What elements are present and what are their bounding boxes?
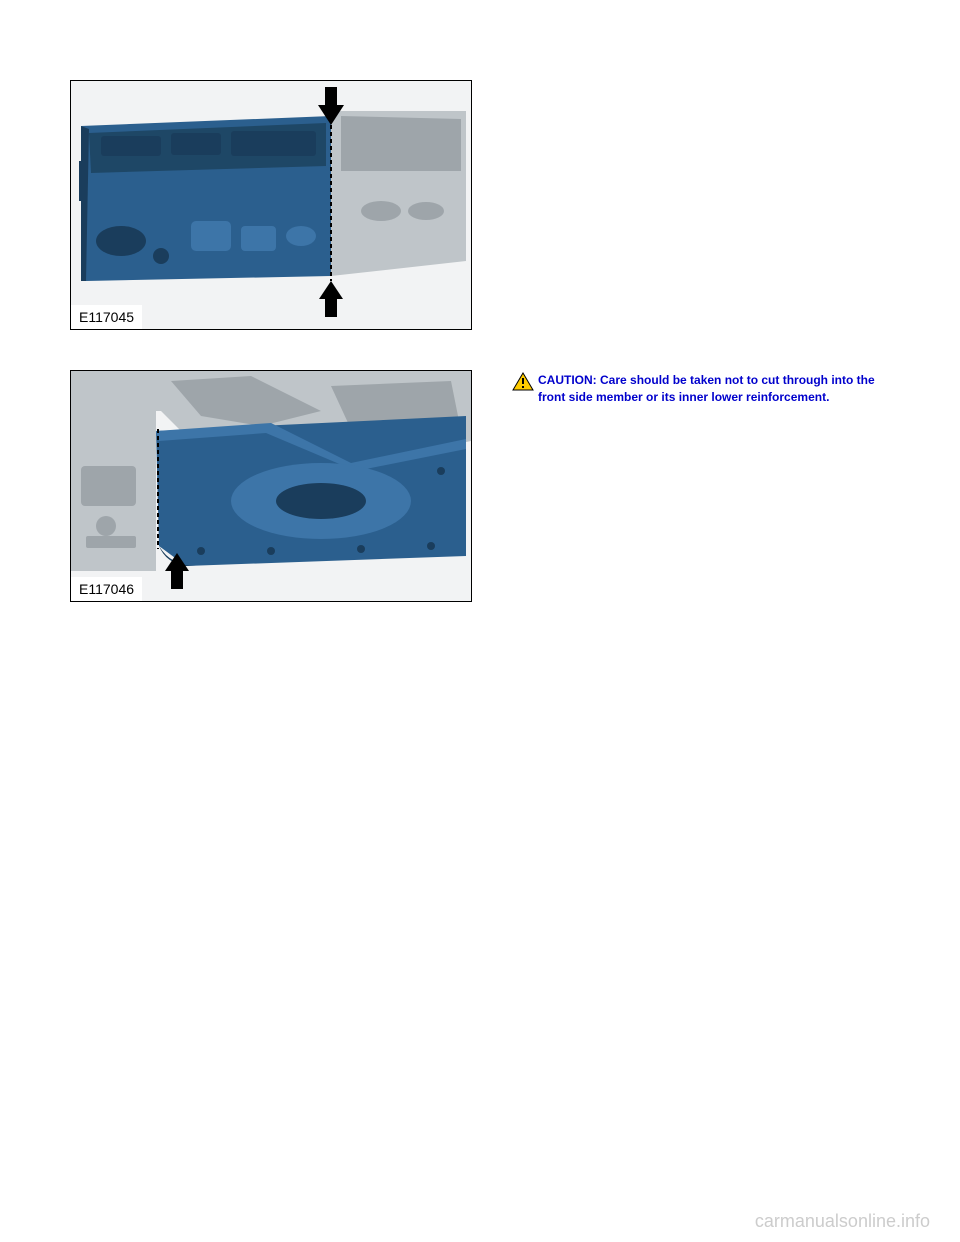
warning-icon bbox=[512, 372, 534, 392]
footer-watermark: carmanualsonline.info bbox=[755, 1211, 930, 1232]
figure-block-2: E117046 CAUTION: Care should be taken no… bbox=[70, 370, 890, 602]
caution-block: CAUTION: Care should be taken not to cut… bbox=[512, 372, 890, 406]
figure-block-1: E117045 bbox=[70, 80, 890, 330]
caution-prefix: CAUTION: bbox=[538, 373, 597, 387]
figure-1-image bbox=[71, 81, 471, 329]
figure-1-container: E117045 bbox=[70, 80, 472, 330]
caution-text: CAUTION: Care should be taken not to cut… bbox=[538, 372, 890, 406]
figure-2-image bbox=[71, 371, 471, 601]
caution-column: CAUTION: Care should be taken not to cut… bbox=[472, 370, 890, 406]
figure-2-label: E117046 bbox=[71, 577, 142, 601]
figure-2-container: E117046 bbox=[70, 370, 472, 602]
figure-1-label: E117045 bbox=[71, 305, 142, 329]
